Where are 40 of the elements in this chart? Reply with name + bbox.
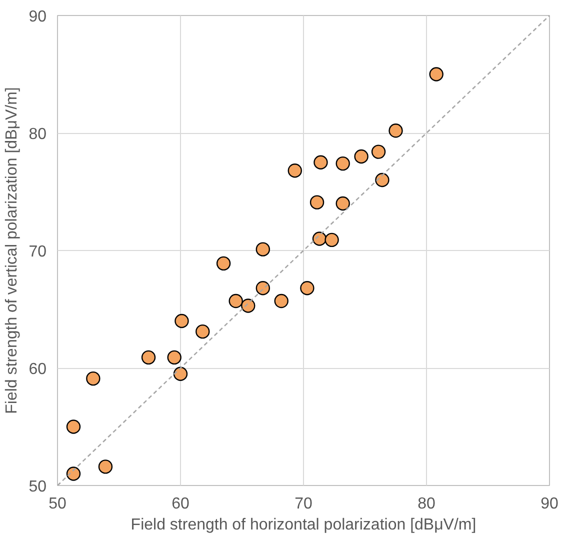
point (388, 124, 403, 138)
point (66, 466, 81, 481)
point (274, 294, 288, 308)
point (241, 298, 256, 313)
point (375, 172, 390, 188)
y-tick-label: 60 (28, 361, 47, 378)
point (371, 144, 386, 159)
point (173, 366, 188, 381)
point (98, 460, 113, 474)
point (336, 196, 350, 211)
point (167, 350, 182, 365)
point (256, 281, 270, 296)
y-tick-label: 90 (28, 8, 47, 26)
y-tick-label: 70 (28, 244, 47, 260)
x-axis-title: Field strength of horizontal polarization [dBμV/m] (130, 516, 476, 534)
point (66, 420, 81, 434)
point (86, 371, 100, 386)
point (141, 350, 156, 365)
point (429, 67, 444, 82)
y-tick-label: 50 (28, 478, 47, 496)
point (196, 324, 210, 339)
point (174, 314, 189, 328)
point (324, 232, 339, 248)
point (300, 281, 314, 296)
x-tick-label: 80 (418, 496, 436, 512)
y-axis-title: Field strength of vertical polarization [dBμV/m] (4, 87, 21, 414)
point (288, 164, 302, 178)
point (314, 155, 328, 170)
point (354, 149, 368, 164)
point (256, 242, 270, 256)
x-tick-label: 60 (172, 496, 190, 512)
x-tick-label: 50 (48, 496, 66, 512)
x-tick-label: 70 (294, 496, 312, 512)
point (310, 195, 324, 210)
point (312, 232, 327, 246)
point (216, 256, 231, 271)
y-tick-label: 80 (28, 126, 47, 143)
x-tick-label: 90 (540, 496, 558, 512)
point (228, 294, 243, 308)
point (336, 156, 350, 171)
